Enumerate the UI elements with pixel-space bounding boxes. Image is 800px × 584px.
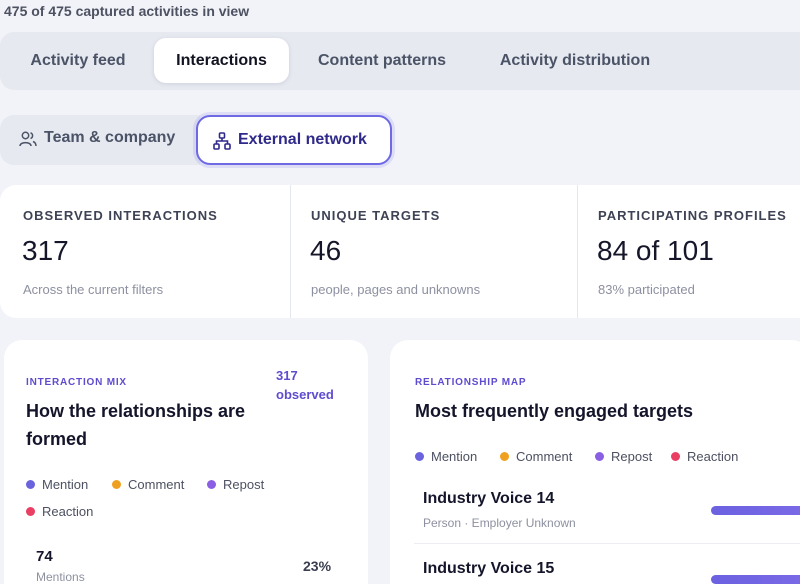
- target-name[interactable]: Industry Voice 14: [423, 490, 555, 507]
- relationship-map-card: RELATIONSHIP MAP Most frequently engaged…: [390, 340, 800, 584]
- activity-summary: 475 of 475 captured activities in view: [4, 3, 250, 19]
- relationship-map-eyebrow: RELATIONSHIP MAP: [415, 377, 527, 388]
- stat-note: 83% participated: [598, 282, 695, 297]
- repost-dot-icon: [595, 452, 604, 461]
- stats-panel: OBSERVED INTERACTIONS 317 Across the cur…: [0, 185, 800, 318]
- legend-reaction: Reaction: [26, 504, 93, 520]
- relationship-map-title: Most frequently engaged targets: [415, 401, 694, 421]
- legend-label: Comment: [128, 477, 185, 492]
- stat-label: UNIQUE TARGETS: [311, 208, 441, 223]
- main-tabs: Activity feed Interactions Content patte…: [0, 32, 800, 90]
- reaction-dot-icon: [671, 452, 680, 461]
- mix-row-percent: 23%: [303, 558, 332, 574]
- legend-label: Mention: [431, 449, 478, 464]
- tab-content-patterns[interactable]: Content patterns: [318, 52, 446, 69]
- legend-label: Repost: [223, 477, 265, 492]
- legend-label: Mention: [42, 477, 89, 492]
- mix-row-count: 74: [36, 548, 53, 565]
- legend-mention: Mention: [415, 449, 477, 465]
- comment-dot-icon: [112, 480, 121, 489]
- tab-interactions[interactable]: Interactions: [154, 38, 289, 83]
- team-company-toggle[interactable]: Team & company: [0, 115, 200, 165]
- stat-value: 84 of 101: [597, 235, 714, 266]
- users-icon: [19, 131, 37, 147]
- target-engagement-bar: [711, 506, 800, 515]
- legend-label: Comment: [516, 449, 573, 464]
- legend-repost: Repost: [595, 449, 652, 465]
- mention-dot-icon: [415, 452, 424, 461]
- reaction-dot-icon: [26, 507, 35, 516]
- team-company-label: Team & company: [44, 129, 176, 146]
- legend-mention: Mention: [26, 477, 88, 493]
- legend-label: Repost: [611, 449, 653, 464]
- observed-number: 317: [276, 368, 298, 383]
- legend-comment: Comment: [112, 477, 184, 493]
- target-name[interactable]: Industry Voice 15: [423, 560, 555, 577]
- interaction-mix-title: How the relationships are formed: [26, 401, 246, 449]
- stat-label: OBSERVED INTERACTIONS: [23, 208, 218, 223]
- external-network-label: External network: [238, 131, 367, 148]
- stat-value: 317: [22, 235, 69, 266]
- mix-row-label: Mentions: [36, 570, 85, 584]
- repost-dot-icon: [207, 480, 216, 489]
- legend-label: Reaction: [42, 504, 94, 519]
- tab-activity-distribution[interactable]: Activity distribution: [499, 52, 651, 69]
- stat-observed-interactions: OBSERVED INTERACTIONS 317 Across the cur…: [0, 185, 290, 318]
- stat-note: Across the current filters: [23, 282, 164, 297]
- legend-reaction: Reaction: [671, 449, 738, 465]
- external-network-toggle[interactable]: External network: [196, 115, 392, 165]
- network-icon: [213, 132, 231, 150]
- stat-divider: [290, 185, 291, 318]
- interaction-mix-eyebrow: INTERACTION MIX: [26, 377, 127, 388]
- comment-dot-icon: [500, 452, 509, 461]
- tab-activity-feed[interactable]: Activity feed: [30, 52, 126, 69]
- network-toggle: Team & company External network: [0, 112, 396, 166]
- target-engagement-bar: [711, 575, 800, 584]
- stat-value: 46: [310, 235, 342, 266]
- stat-participating-profiles: PARTICIPATING PROFILES 84 of 101 83% par…: [577, 185, 800, 318]
- stat-label: PARTICIPATING PROFILES: [598, 208, 787, 223]
- legend-label: Reaction: [687, 449, 739, 464]
- legend-comment: Comment: [500, 449, 572, 465]
- stat-note: people, pages and unknowns: [311, 282, 481, 297]
- observed-label: observed: [276, 387, 334, 402]
- observed-count: 317 observed: [276, 366, 346, 404]
- stat-unique-targets: UNIQUE TARGETS 46 people, pages and unkn…: [290, 185, 577, 318]
- interaction-mix-card: INTERACTION MIX How the relationships ar…: [4, 340, 368, 584]
- target-divider: [414, 543, 800, 544]
- legend-repost: Repost: [207, 477, 264, 493]
- stat-divider: [577, 185, 578, 318]
- mention-dot-icon: [26, 480, 35, 489]
- target-subtitle: Person · Employer Unknown: [423, 516, 576, 530]
